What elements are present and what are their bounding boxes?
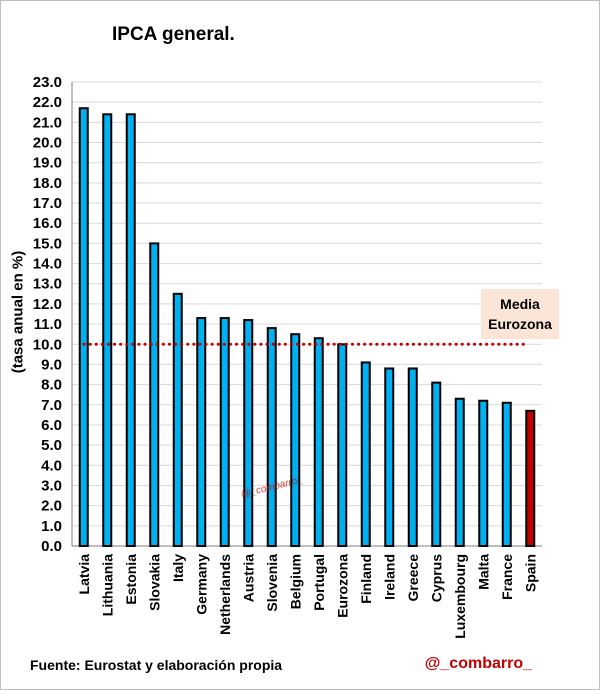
- bar-latvia: [78, 107, 89, 548]
- y-tick-label: 5.0: [41, 437, 62, 454]
- reference-label-line1: Media: [500, 296, 540, 312]
- y-tick-label: 14.0: [33, 256, 62, 273]
- y-tick-label: 7.0: [41, 397, 62, 414]
- x-tick-label: Netherlands: [217, 554, 233, 635]
- y-tick-label: 15.0: [33, 235, 62, 252]
- bar-eurozona: [337, 343, 348, 547]
- y-tick-label: 0.0: [41, 538, 62, 555]
- bar-greece: [407, 367, 418, 548]
- x-tick-label: Estonia: [123, 554, 139, 605]
- y-tick-label: 3.0: [41, 477, 62, 494]
- y-tick-label: 4.0: [41, 457, 62, 474]
- x-tick-label: Lithuania: [99, 554, 115, 616]
- bar-luxembourg: [454, 397, 465, 547]
- bar-cyprus: [431, 381, 442, 547]
- x-tick-label: Spain: [522, 554, 538, 592]
- bar-netherlands: [219, 317, 230, 547]
- y-tick-label: 10.0: [33, 336, 62, 353]
- x-tick-label: Slovenia: [264, 554, 280, 612]
- y-tick-label: 20.0: [33, 135, 62, 152]
- y-tick-label: 22.0: [33, 94, 62, 111]
- bar-belgium: [290, 333, 301, 547]
- x-tick-label: Greece: [405, 554, 421, 602]
- reference-label-line2: Eurozona: [488, 316, 552, 332]
- x-tick-label: Portugal: [311, 554, 327, 611]
- bar-spain: [525, 409, 536, 547]
- y-tick-label: 13.0: [33, 276, 62, 293]
- bar-germany: [196, 317, 207, 547]
- y-tick-label: 18.0: [33, 175, 62, 192]
- bar-france: [501, 401, 512, 548]
- x-tick-label: Finland: [358, 554, 374, 604]
- bar-italy: [172, 292, 183, 547]
- x-tick-label: Ireland: [381, 554, 397, 600]
- x-tick-label: Eurozona: [334, 554, 350, 618]
- x-tick-label: Luxembourg: [452, 554, 468, 639]
- bar-slovakia: [149, 242, 160, 548]
- x-tick-label: Belgium: [287, 554, 303, 609]
- y-tick-label: 1.0: [41, 518, 62, 535]
- bar-portugal: [313, 337, 324, 548]
- bar-malta: [478, 399, 489, 547]
- y-tick-label: 11.0: [34, 316, 62, 333]
- x-tick-label: Slovakia: [146, 554, 162, 611]
- y-tick-label: 8.0: [41, 377, 62, 394]
- bar-estonia: [125, 113, 136, 547]
- x-tick-label: Austria: [240, 554, 256, 602]
- bar-ireland: [384, 367, 395, 548]
- y-tick-label: 12.0: [33, 296, 62, 313]
- y-tick-label: 16.0: [33, 215, 62, 232]
- reference-line-label: Media Eurozona: [481, 289, 559, 339]
- author-handle: @_combarro_: [424, 655, 532, 672]
- bar-lithuania: [102, 113, 113, 547]
- source-note: Fuente: Eurostat y elaboración propia: [30, 657, 283, 673]
- x-tick-label: Malta: [475, 554, 491, 590]
- y-tick-label: 21.0: [33, 114, 62, 131]
- chart-title: IPCA general.: [112, 24, 235, 45]
- y-tick-label: 2.0: [41, 498, 62, 515]
- bar-austria: [243, 319, 254, 548]
- y-tick-label: 23.0: [33, 74, 62, 91]
- x-tick-label: Cyprus: [428, 554, 444, 602]
- y-tick-label: 6.0: [41, 417, 62, 434]
- y-tick-label: 17.0: [33, 195, 62, 212]
- x-tick-label: Latvia: [76, 554, 92, 595]
- x-tick-label: France: [499, 554, 515, 600]
- x-tick-label: Italy: [170, 554, 186, 582]
- bar-finland: [360, 361, 371, 547]
- bar-slovenia: [266, 327, 277, 547]
- x-tick-label: Germany: [193, 554, 209, 615]
- y-tick-label: 19.0: [33, 155, 62, 172]
- y-tick-label: 9.0: [41, 356, 62, 373]
